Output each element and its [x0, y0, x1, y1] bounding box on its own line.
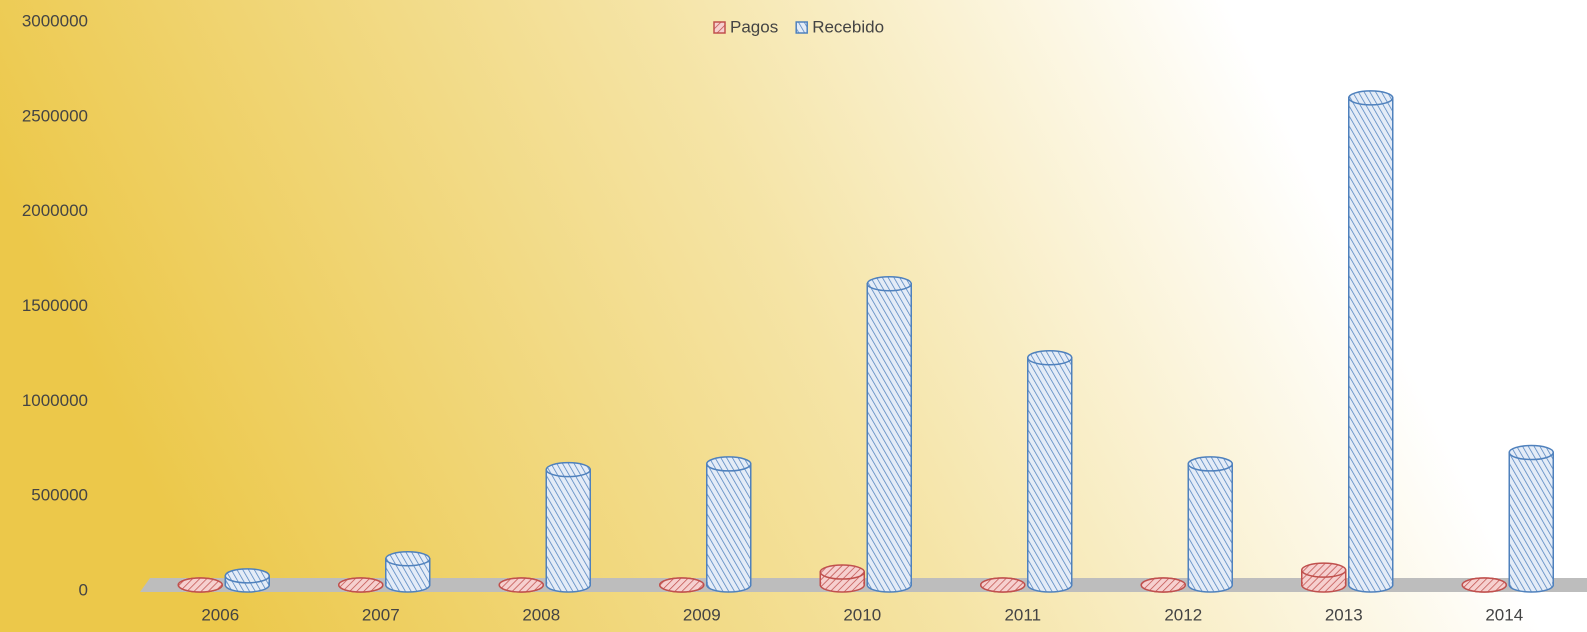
x-tick-label: 2011: [1004, 605, 1041, 624]
cylinder: [1187, 456, 1233, 593]
cylinder-body-fill: [868, 283, 911, 585]
cylinder-top: [338, 577, 384, 593]
x-tick-label: 2009: [683, 605, 721, 624]
cylinder-body-fill: [1028, 357, 1071, 585]
x-tick-label: 2010: [843, 605, 881, 624]
x-tick-label: 2007: [362, 605, 400, 624]
cylinder-top: [1348, 90, 1394, 106]
cylinder: [385, 551, 431, 593]
legend-label: Pagos: [730, 17, 778, 36]
cylinder: [1508, 444, 1554, 593]
cylinder: [1027, 349, 1073, 593]
cylinder-top: [1301, 562, 1347, 578]
cylinder-top: [659, 577, 705, 593]
y-tick-label: 3000000: [22, 11, 88, 30]
cylinder: [1301, 562, 1347, 593]
y-tick-label: 2000000: [22, 201, 88, 220]
y-tick-label: 0: [79, 580, 88, 599]
legend-swatch: [713, 21, 726, 34]
cylinder: [659, 577, 705, 593]
cylinder: [177, 577, 223, 593]
cylinder-top: [866, 275, 912, 292]
cylinder-top: [177, 577, 223, 593]
cylinder: [1348, 90, 1394, 593]
y-tick-label: 1500000: [22, 296, 88, 315]
cylinder: [338, 577, 384, 593]
cylinder-top: [1508, 444, 1554, 461]
cylinder-top: [498, 577, 544, 593]
cylinder-top: [819, 564, 865, 580]
cylinder: [819, 564, 865, 593]
cylinder-top: [224, 568, 270, 584]
cylinder-top: [1027, 349, 1073, 366]
cylinder-top: [980, 577, 1026, 593]
x-tick-label: 2006: [201, 605, 239, 624]
cylinder-body-fill: [707, 463, 750, 585]
cylinder-body-fill: [1349, 97, 1392, 585]
y-tick-label: 2500000: [22, 106, 88, 125]
x-tick-label: 2012: [1164, 605, 1202, 624]
cylinder: [866, 275, 912, 593]
legend-swatch: [795, 21, 808, 34]
cylinder-top: [1461, 577, 1507, 593]
cylinder-top: [545, 461, 591, 478]
cylinder-top: [1140, 577, 1186, 593]
x-tick-label: 2013: [1325, 605, 1363, 624]
cylinder: [980, 577, 1026, 593]
cylinder: [706, 456, 752, 593]
cylinder: [1461, 577, 1507, 593]
cylinder-body-fill: [1510, 452, 1553, 585]
cylinder: [545, 461, 591, 593]
cylinder: [498, 577, 544, 593]
cylinder-top: [1187, 456, 1233, 472]
y-tick-label: 1000000: [22, 391, 88, 410]
cylinder-body-fill: [1189, 463, 1232, 585]
cylinder-top: [706, 456, 752, 472]
y-tick-label: 500000: [31, 486, 88, 505]
legend-label: Recebido: [812, 17, 884, 36]
cylinder-top: [385, 551, 431, 567]
cylinder: [1140, 577, 1186, 593]
cylinder: [224, 568, 270, 593]
x-tick-label: 2014: [1485, 605, 1523, 624]
x-tick-label: 2008: [522, 605, 560, 624]
cylinder-body-fill: [547, 469, 590, 585]
